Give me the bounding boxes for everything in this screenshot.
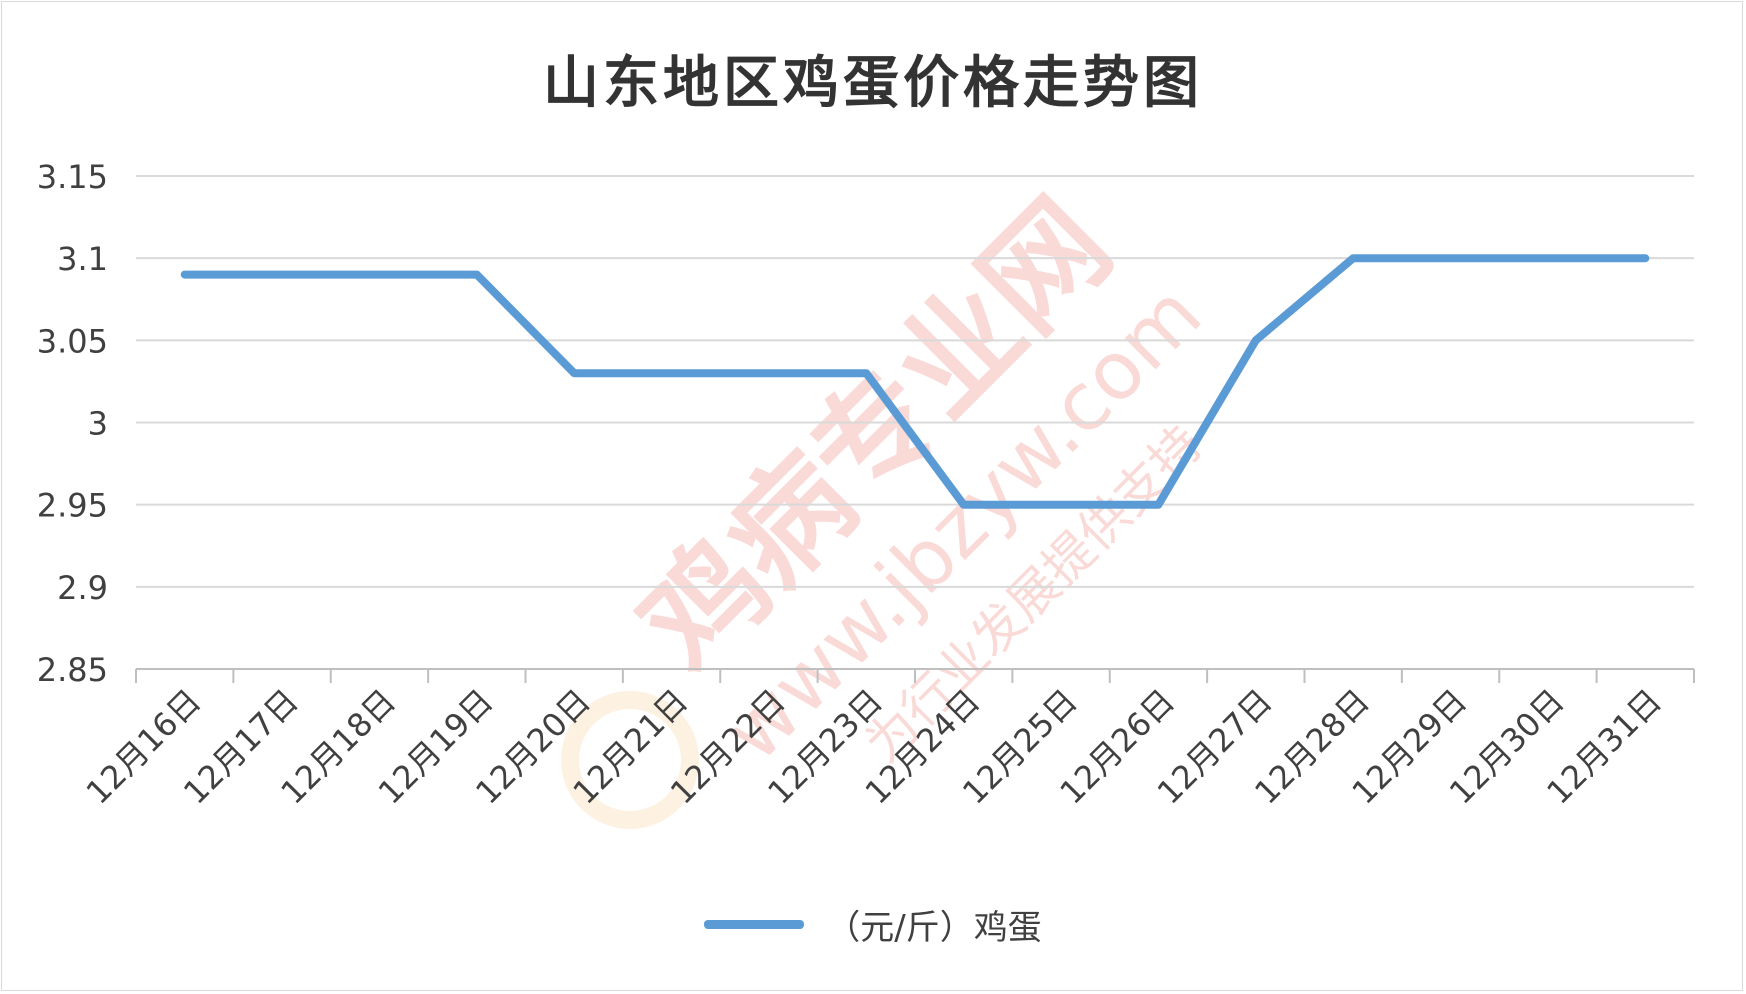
chart-title: 山东地区鸡蛋价格走势图 (543, 50, 1203, 116)
gridlines (136, 175, 1694, 588)
y-tick-label: 3 (88, 405, 108, 443)
legend: （元/斤）鸡蛋 (0, 900, 1746, 949)
y-tick-label: 3.15 (37, 158, 108, 196)
series-layer (180, 254, 1650, 509)
y-tick-label: 2.9 (57, 569, 108, 607)
y-tick-label: 2.95 (37, 487, 108, 525)
legend-label: （元/斤）鸡蛋 (826, 908, 1042, 948)
legend-swatch (704, 920, 805, 929)
y-tick-label: 2.85 (37, 651, 108, 689)
y-tick-label: 3.05 (37, 322, 108, 360)
y-axis-ticks: 3.15 3.1 3.05 3 2.95 2.9 2.85 (37, 158, 108, 689)
x-axis-ticks: 12月16日12月17日12月18日12月19日12月20日12月21日12月2… (79, 669, 1695, 812)
series-line (180, 254, 1650, 509)
y-tick-label: 3.1 (57, 240, 108, 278)
